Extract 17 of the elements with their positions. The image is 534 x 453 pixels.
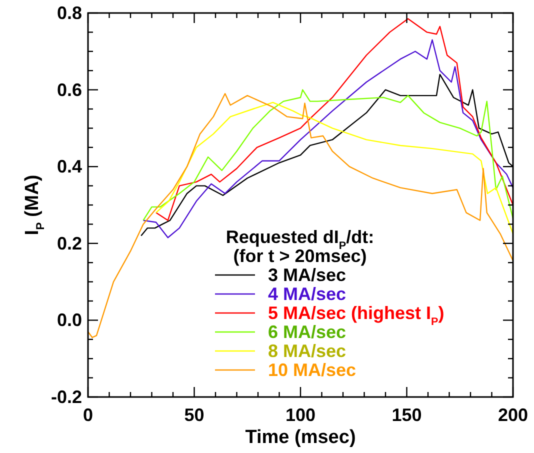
legend-label: 4 MA/sec [268, 284, 346, 304]
legend-title: Requested dI$_{P}$/dt: (for t > 20msec) [226, 227, 374, 266]
legend-label: 10 MA/sec [268, 360, 356, 380]
legend-label: 3 MA/sec [268, 265, 346, 285]
y-tick-label: 0.6 [56, 80, 82, 100]
x-tick-label: 100 [285, 405, 316, 425]
y-tick-label: 0.8 [56, 3, 82, 23]
legend-label: 8 MA/sec [268, 341, 346, 361]
y-tick-label: 0.0 [56, 310, 82, 330]
y-tick-label: 0.4 [56, 156, 82, 177]
x-axis-title: Time (msec) [245, 427, 356, 448]
x-tick-label: 0 [82, 405, 94, 425]
y-tick-label: 0.2 [56, 233, 82, 254]
x-tick-label: 200 [498, 405, 528, 425]
x-tick-label: 150 [392, 405, 422, 425]
x-tick-label: 50 [184, 405, 204, 425]
y-tick-label: -0.2 [50, 387, 82, 407]
